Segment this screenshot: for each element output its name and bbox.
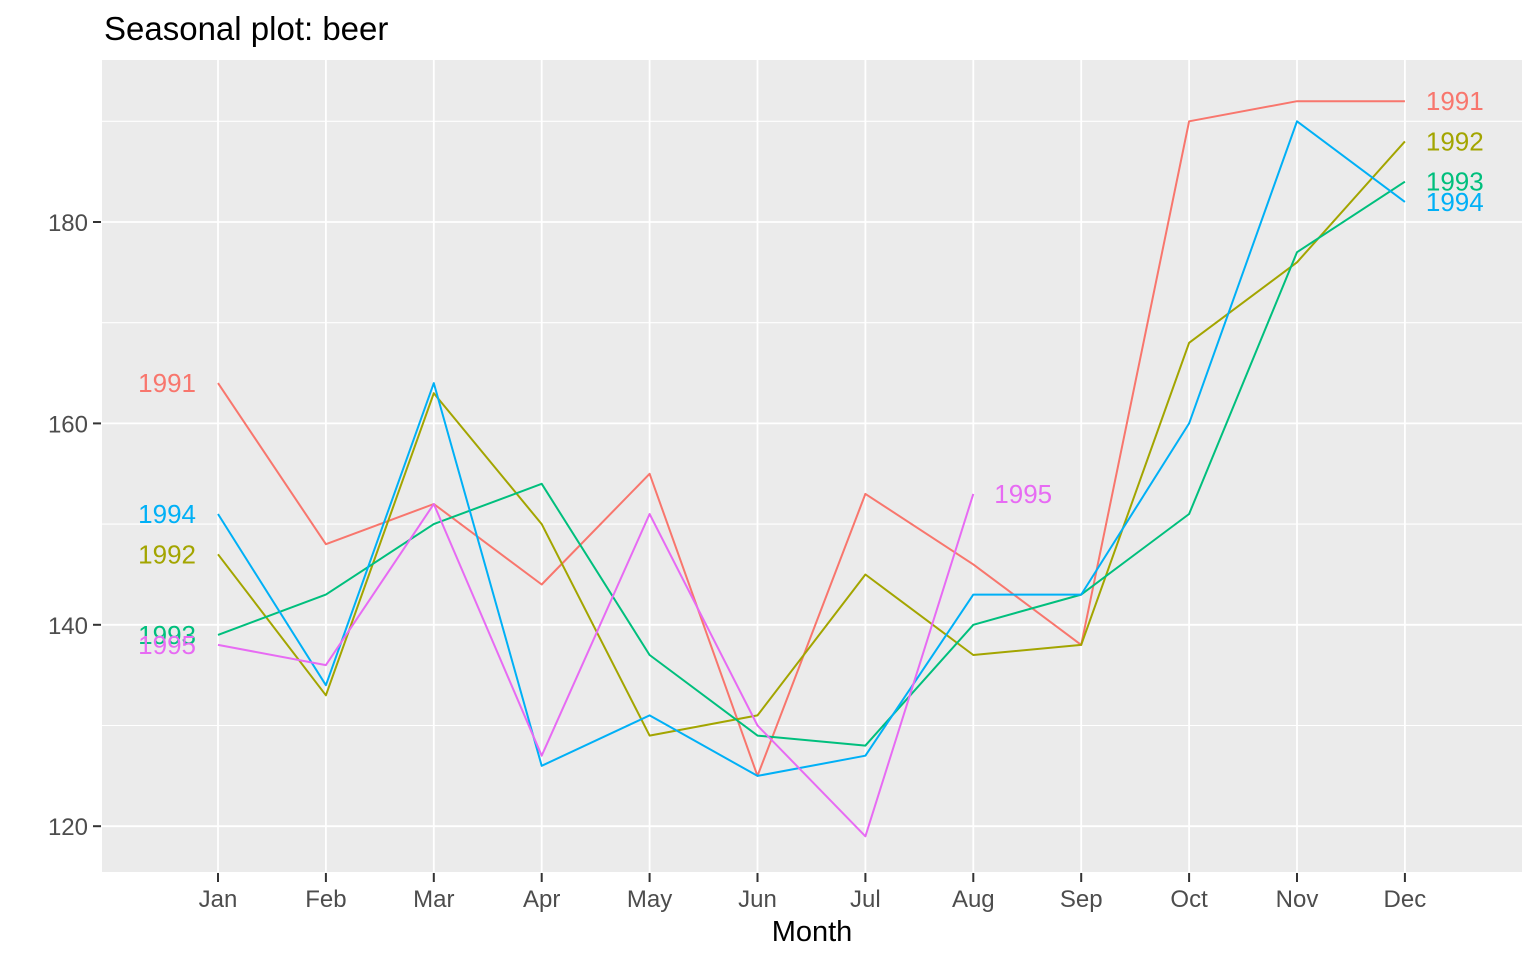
series-line-1992: [217, 140, 1406, 737]
series-lines: [217, 100, 1406, 838]
gridlines-minor-horizontal: [102, 120, 1522, 727]
x-axis-title: Month: [772, 916, 853, 948]
x-tick-label-Oct: Oct: [1170, 886, 1208, 913]
x-tick-label-Sep: Sep: [1060, 886, 1103, 913]
x-tick-label-Jan: Jan: [199, 886, 238, 913]
plot-panel-background: [102, 60, 1522, 872]
x-tick-label-Jul: Jul: [850, 886, 881, 913]
y-tick-label-180: 180: [48, 210, 88, 237]
series-start-label-1991: 1991: [138, 368, 196, 398]
x-tick-label-Dec: Dec: [1384, 886, 1427, 913]
series-start-label-1994: 1994: [138, 499, 196, 529]
gridlines-major-horizontal: [102, 221, 1522, 828]
x-tick-label-Apr: Apr: [523, 886, 560, 913]
gridlines-vertical: [217, 60, 1406, 872]
y-axis-ticks-and-labels: 120 140 160 180: [48, 210, 101, 841]
chart-title: Seasonal plot: beer: [104, 10, 388, 47]
series-start-label-1995: 1995: [138, 630, 196, 660]
series-line-1993: [217, 180, 1406, 747]
x-tick-label-Nov: Nov: [1276, 886, 1319, 913]
y-tick-label-140: 140: [48, 613, 88, 640]
series-start-label-1992: 1992: [138, 539, 196, 569]
series-end-label-1995: 1995: [994, 479, 1052, 509]
series-line-1995: [217, 493, 975, 838]
x-tick-label-Mar: Mar: [413, 886, 454, 913]
y-tick-label-120: 120: [48, 814, 88, 841]
series-end-label-1992: 1992: [1426, 126, 1484, 156]
x-axis-ticks-and-labels: Jan Feb Mar Apr May Jun Jul Aug Sep Oct Nov Dec: [199, 873, 1427, 913]
series-end-label-1994: 1994: [1426, 187, 1484, 217]
x-tick-label-Jun: Jun: [738, 886, 777, 913]
x-tick-label-Aug: Aug: [952, 886, 995, 913]
x-tick-label-Feb: Feb: [305, 886, 346, 913]
series-line-1991: [217, 100, 1405, 777]
series-line-1994: [217, 120, 1406, 777]
series-end-label-1991: 1991: [1426, 86, 1484, 116]
series-end-label-1993: 1993: [1426, 167, 1484, 197]
y-tick-label-160: 160: [48, 411, 88, 438]
series-start-label-1993: 1993: [138, 620, 196, 650]
x-tick-label-May: May: [627, 886, 672, 913]
